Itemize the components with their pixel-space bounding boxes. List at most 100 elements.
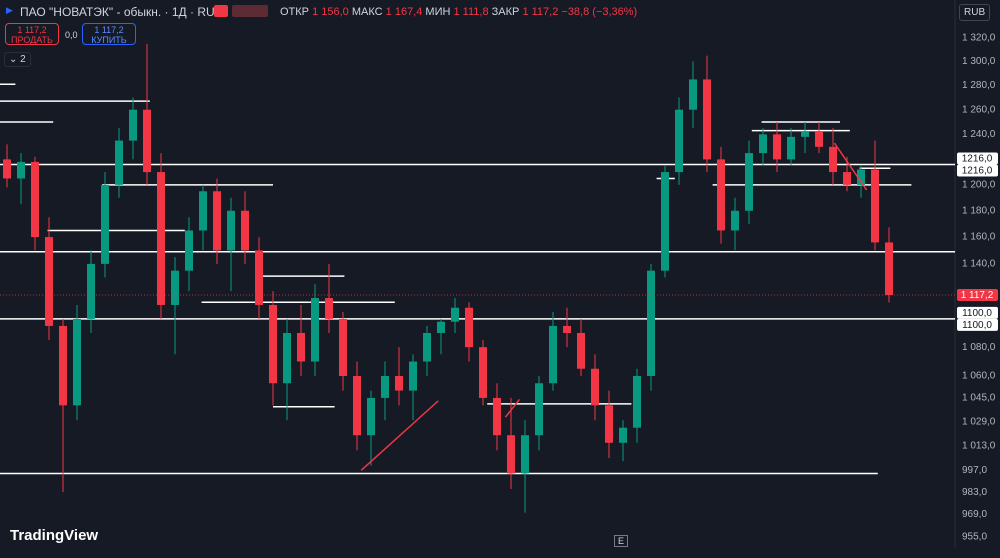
candle-body — [45, 237, 53, 326]
y-tick-label: 1 080,0 — [962, 342, 996, 353]
y-tick-label: 1 013,0 — [962, 440, 996, 451]
candle-body — [381, 375, 389, 398]
candle-body — [535, 383, 543, 436]
y-tick-label: 1 160,0 — [962, 232, 996, 243]
indicators-toggle[interactable]: ⌄ 2 — [4, 52, 31, 67]
candle-body — [3, 159, 11, 179]
price-tag — [957, 152, 998, 165]
candle-body — [521, 435, 529, 474]
candle-body — [507, 435, 515, 474]
candle-body — [549, 325, 557, 384]
candle-body — [815, 131, 823, 147]
candle-body — [423, 332, 431, 362]
y-tick-label: 1 180,0 — [962, 205, 996, 216]
candle-body — [703, 79, 711, 160]
indicators-count: 2 — [20, 54, 26, 65]
candle-body — [563, 325, 571, 333]
price-tag — [957, 164, 998, 177]
price-tag — [957, 318, 998, 331]
brand: TradingView — [10, 527, 99, 544]
candle-body — [759, 134, 767, 154]
sell-price: 1 117,2 — [17, 25, 47, 35]
candle-body — [339, 318, 347, 376]
candle-body — [647, 270, 655, 376]
candle-body — [465, 307, 473, 348]
symbol: ПАО "НОВАТЭК" - обыкн. · 1Д · RUS — [20, 5, 223, 19]
ohlc-label: МИН — [425, 6, 451, 18]
candle-body — [605, 405, 613, 443]
candle-body — [283, 332, 291, 384]
candle-body — [493, 397, 501, 436]
currency[interactable]: RUB — [959, 4, 991, 21]
candle-body — [101, 184, 109, 264]
candle-body — [17, 161, 25, 179]
candle-body — [773, 134, 781, 160]
trend-line — [504, 398, 520, 418]
ohlc-value: 1 117,2 — [522, 6, 559, 18]
collapse-icon[interactable]: ▶ — [6, 5, 13, 15]
y-tick-label: 1 320,0 — [962, 33, 996, 44]
sell-label: ПРОДАТЬ — [11, 35, 53, 45]
candle-body — [787, 136, 795, 160]
trend-line — [360, 400, 439, 471]
candle-body — [717, 159, 725, 231]
candle-body — [87, 263, 95, 319]
candle-body — [829, 146, 837, 173]
price-tag — [957, 289, 998, 302]
candle-body — [367, 397, 375, 436]
y-tick-label: 1 300,0 — [962, 56, 996, 67]
candle-body — [745, 153, 753, 211]
candle-body — [73, 318, 81, 406]
flag-icon[interactable] — [214, 5, 228, 17]
price-tag — [957, 306, 998, 319]
ohlc-label: МАКС — [351, 6, 383, 18]
candle-body — [675, 109, 683, 173]
candle-body — [255, 250, 263, 305]
candle-body — [885, 242, 893, 296]
price-tag-label: 1 117,2 — [961, 290, 994, 301]
y-tick-label: 1 045,0 — [962, 393, 996, 404]
sell-button[interactable]: 1 117,2 ПРОДАТЬ — [5, 23, 59, 45]
candle-body — [129, 109, 137, 141]
ohlc-value: 1 111,8 — [453, 6, 489, 18]
candle-body — [437, 321, 445, 333]
buy-price: 1 117,2 — [94, 25, 124, 35]
y-tick-label: 1 240,0 — [962, 129, 996, 140]
candle-body — [213, 191, 221, 251]
status-icon[interactable] — [232, 5, 268, 17]
ohlc: ОТКР 1 156,0 МАКС 1 167,4 МИН 1 111,8 ЗА… — [280, 6, 637, 18]
candle-body — [801, 131, 809, 137]
candle-body — [353, 375, 361, 436]
candle-body — [857, 169, 865, 185]
candle-body — [591, 368, 599, 406]
y-tick-label: 969,0 — [962, 509, 987, 520]
ohlc-label: ОТКР — [280, 6, 310, 18]
candle-body — [31, 161, 39, 238]
spread: 0,0 — [65, 30, 78, 40]
buy-label: КУПИТЬ — [91, 35, 127, 45]
y-tick-label: 997,0 — [962, 465, 987, 476]
price-tag-label: 1100,0 — [962, 320, 992, 331]
events-marker[interactable]: E — [614, 535, 629, 547]
y-tick-label: 1 060,0 — [962, 371, 996, 382]
candle-body — [409, 361, 417, 391]
candle-body — [689, 79, 697, 110]
y-tick-label: 1 200,0 — [962, 180, 996, 191]
candle-body — [311, 298, 319, 362]
candle-body — [325, 298, 333, 319]
candle-body — [731, 210, 739, 231]
y-tick-label: 1 260,0 — [962, 104, 996, 115]
candle-body — [451, 307, 459, 322]
candle-body — [297, 332, 305, 362]
candle-body — [619, 427, 627, 443]
y-tick-label: 1 140,0 — [962, 259, 996, 270]
buy-button[interactable]: 1 117,2 КУПИТЬ — [82, 23, 136, 45]
price-tag-label: 1100,0 — [962, 308, 992, 319]
candle-body — [843, 172, 851, 185]
candle-body — [577, 332, 585, 369]
y-tick-label: 983,0 — [962, 487, 987, 498]
price-tag-label: 1216,0 — [962, 166, 993, 177]
ohlc-label: ЗАКР — [491, 6, 520, 18]
candle-body — [479, 347, 487, 398]
